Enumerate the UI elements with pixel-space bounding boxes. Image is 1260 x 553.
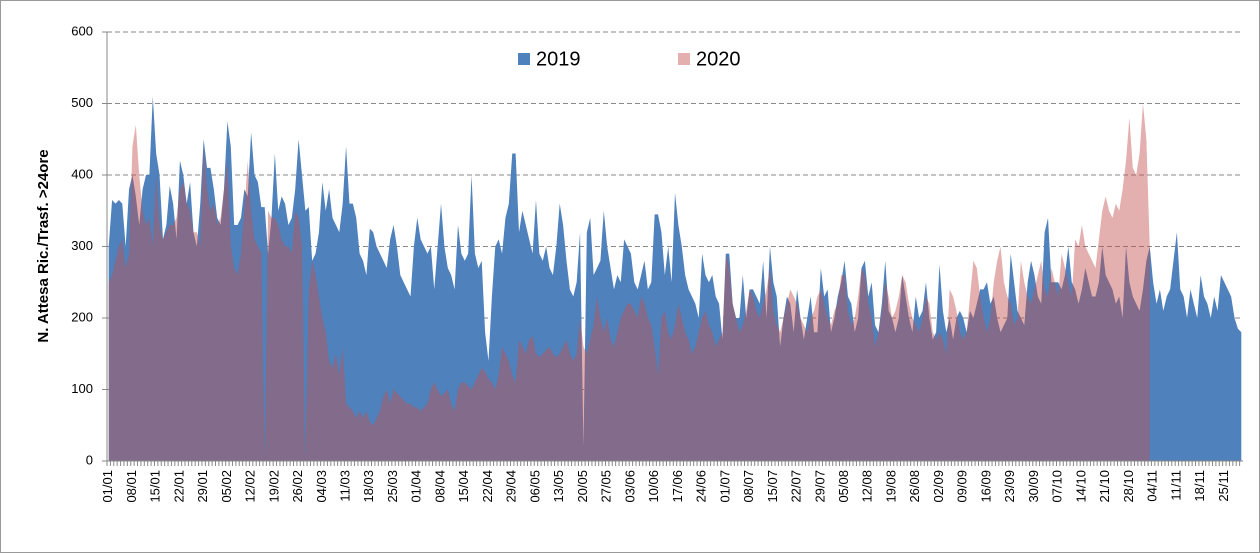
x-tick-label: 24/06	[694, 470, 709, 503]
x-tick-label: 11/03	[338, 470, 353, 502]
y-tick-label: 300	[71, 238, 93, 253]
x-tick-label: 08/07	[741, 470, 756, 503]
x-tick-label: 12/08	[860, 470, 875, 503]
x-tick-label: 08/04	[432, 470, 447, 503]
area	[108, 103, 1150, 461]
x-tick-label: 17/06	[670, 470, 685, 503]
x-tick-label: 19/02	[266, 470, 281, 503]
x-tick-label: 04/03	[314, 470, 329, 503]
x-tick-label: 13/05	[551, 470, 566, 503]
x-tick-label: 15/01	[148, 470, 163, 503]
x-tick-label: 20/05	[575, 470, 590, 503]
x-tick-label: 29/01	[195, 470, 210, 503]
x-tick-label: 10/06	[646, 470, 661, 503]
x-tick-label: 01/01	[100, 470, 115, 503]
x-tick-label: 26/08	[907, 470, 922, 503]
x-tick-label: 09/09	[955, 470, 970, 503]
x-tick-label: 08/01	[124, 470, 139, 503]
x-tick-label: 05/08	[836, 470, 851, 503]
x-tick-label: 27/05	[599, 470, 614, 503]
x-tick-label: 07/10	[1050, 470, 1065, 503]
y-tick-label: 100	[71, 381, 93, 396]
x-tick-label: 11/11	[1168, 470, 1183, 501]
y-tick-label: 600	[71, 23, 93, 38]
x-tick-label: 03/06	[622, 470, 637, 503]
y-tick-label: 200	[71, 309, 93, 324]
x-tick-label: 25/03	[385, 470, 400, 503]
x-tick-label: 19/08	[883, 470, 898, 503]
x-tick-label: 04/11	[1145, 470, 1160, 502]
x-tick-label: 12/02	[243, 470, 258, 503]
x-tick-label: 30/09	[1026, 470, 1041, 503]
y-tick-label: 500	[71, 95, 93, 110]
x-tick-label: 29/04	[504, 470, 519, 503]
x-tick-label: 01/07	[717, 470, 732, 503]
x-tick-label: 18/03	[361, 470, 376, 503]
x-tick-label: 15/04	[456, 470, 471, 503]
y-tick-label: 0	[86, 452, 93, 467]
x-tick-label: 14/10	[1073, 470, 1088, 503]
x-tick-label: 29/07	[812, 470, 827, 503]
y-axis-label: N. Attesa Ric./Trasf. >24ore	[35, 149, 52, 342]
x-tick-label: 16/09	[978, 470, 993, 503]
x-tick-label: 06/05	[527, 470, 542, 503]
x-tick-label: 22/04	[480, 470, 495, 503]
y-tick-label: 400	[71, 166, 93, 181]
x-tick-label: 01/04	[409, 470, 424, 503]
x-tick-label: 02/09	[931, 470, 946, 503]
x-tick-label: 26/02	[290, 470, 305, 503]
x-tick-label: 15/07	[765, 470, 780, 503]
x-tick-label: 23/09	[1002, 470, 1017, 503]
x-tick-label: 22/07	[789, 470, 804, 503]
legend-label: 2019	[536, 48, 581, 70]
x-tick-label: 21/10	[1097, 470, 1112, 503]
x-tick-label: 22/01	[171, 470, 186, 503]
x-tick-label: 28/10	[1121, 470, 1136, 503]
x-tick-label: 05/02	[219, 470, 234, 503]
legend-swatch	[518, 53, 530, 65]
x-tick-label: 25/11	[1216, 470, 1231, 502]
legend-swatch	[678, 53, 690, 65]
x-tick-label: 18/11	[1192, 470, 1207, 502]
area	[108, 96, 1242, 461]
legend-label: 2020	[696, 48, 741, 70]
